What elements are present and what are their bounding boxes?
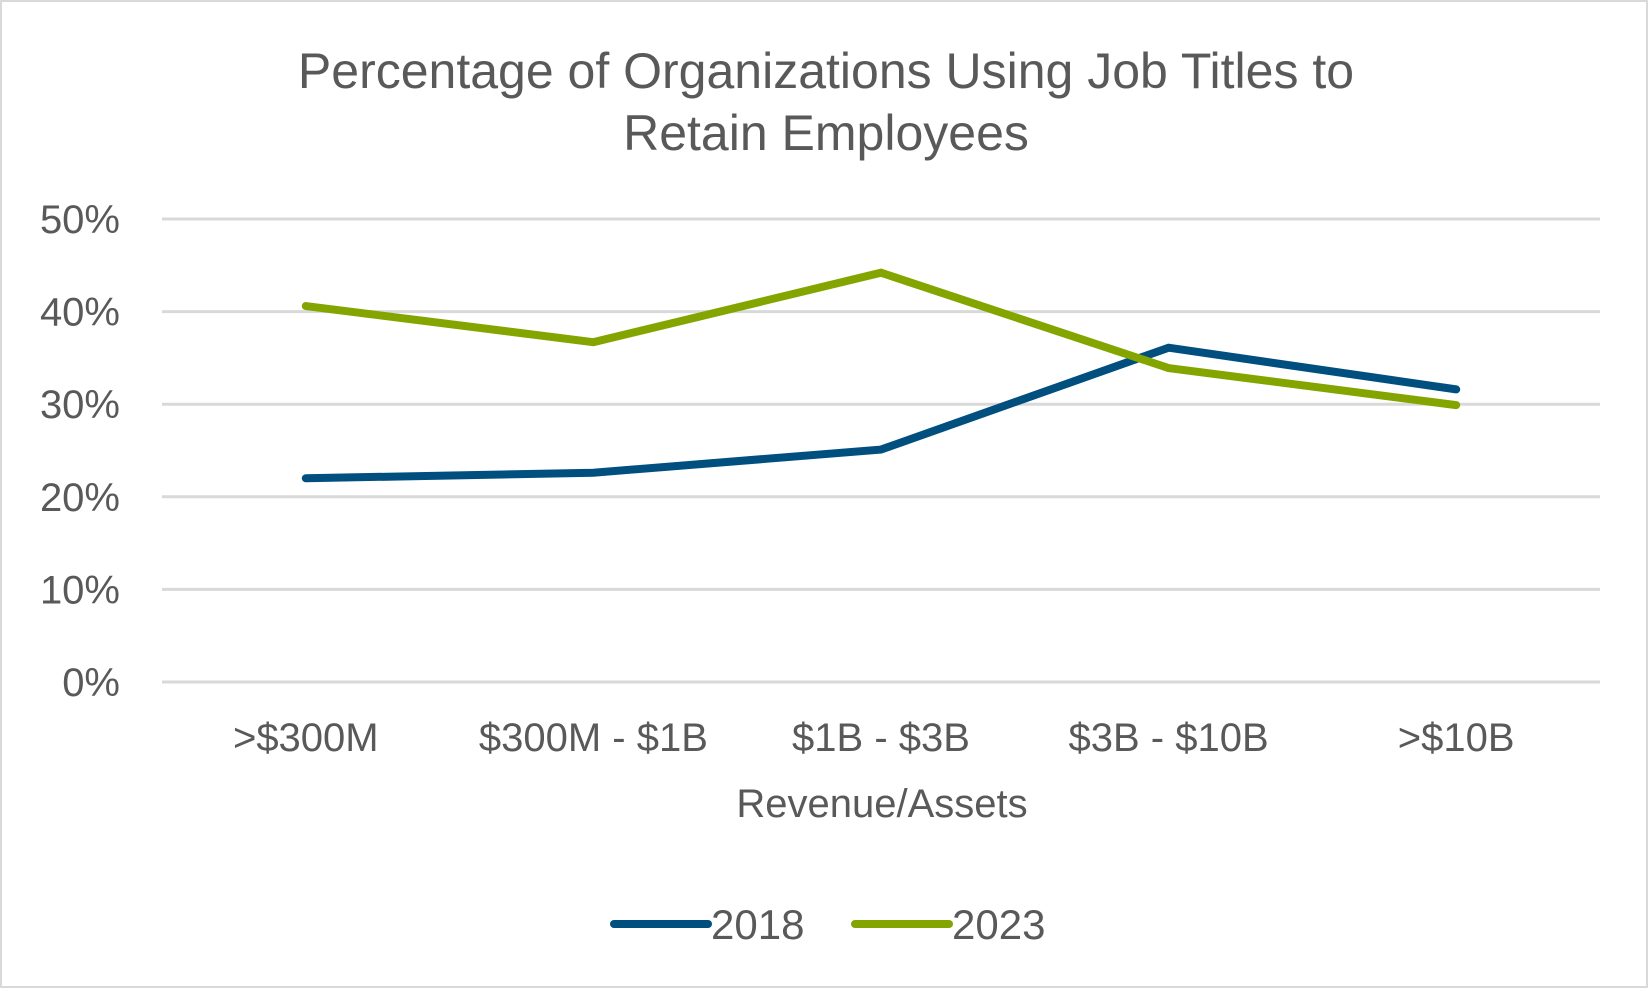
legend-label-2018: 2018 bbox=[711, 901, 804, 948]
x-tick-label: >$10B bbox=[1398, 716, 1515, 760]
y-tick-label: 0% bbox=[62, 661, 120, 705]
y-tick-label: 40% bbox=[40, 291, 120, 335]
chart-title-line-1: Percentage of Organizations Using Job Ti… bbox=[297, 43, 1355, 99]
chart-title: Percentage of Organizations Using Job Ti… bbox=[0, 40, 1652, 164]
y-tick-label: 30% bbox=[40, 383, 120, 427]
legend: 2018 2023 bbox=[610, 901, 1045, 948]
chart-title-line-2: Retain Employees bbox=[623, 105, 1029, 161]
y-tick-label: 20% bbox=[40, 476, 120, 520]
y-axis-ticks: 0% 10% 20% 30% 40% 50% bbox=[40, 198, 120, 705]
x-tick-label: $300M - $1B bbox=[479, 716, 708, 760]
series-lines bbox=[301, 268, 1461, 483]
y-tick-label: 50% bbox=[40, 198, 120, 242]
gridlines bbox=[162, 217, 1600, 684]
x-axis-title: Revenue/Assets bbox=[736, 782, 1027, 826]
x-tick-label: >$300M bbox=[233, 716, 379, 760]
x-tick-label: $1B - $3B bbox=[792, 716, 970, 760]
x-axis-ticks: >$300M $300M - $1B $1B - $3B $3B - $10B >$10… bbox=[233, 716, 1515, 760]
x-tick-label: $3B - $10B bbox=[1069, 716, 1269, 760]
series-line-2023 bbox=[301, 268, 1461, 410]
legend-label-2023: 2023 bbox=[952, 901, 1045, 948]
series-line-2018 bbox=[301, 343, 1461, 483]
y-tick-label: 10% bbox=[40, 568, 120, 612]
